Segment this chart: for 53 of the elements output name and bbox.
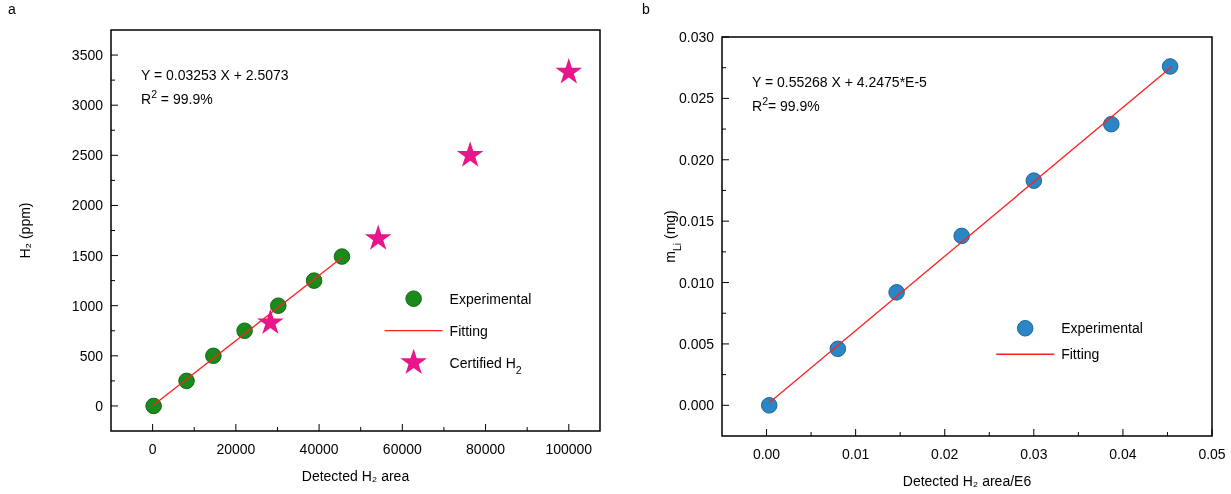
y-tick-label: 0 [95, 397, 104, 414]
point [178, 372, 195, 390]
point [1103, 115, 1120, 133]
legend-label: Fitting [1061, 346, 1100, 363]
point [257, 308, 284, 335]
y-tick-label: 1500 [71, 247, 104, 264]
point [555, 58, 583, 84]
x-tick-label: 60000 [382, 441, 422, 457]
x-axis-title: Detected H₂ area/E6 [902, 473, 1032, 489]
annotation: R$^{2}$= 99.9% [752, 95, 820, 114]
chart-title: a [8, 1, 16, 17]
y-tick-label: 0.000 [678, 397, 715, 414]
annotation: R$^{2}$ = 99.9% [141, 88, 213, 107]
x-tick-label: 40000 [299, 441, 339, 457]
point [145, 397, 162, 415]
y-tick-label: 3500 [71, 47, 104, 64]
x-tick-label: 0.00 [752, 446, 781, 462]
point [456, 141, 484, 167]
annotation: Y = 0.55268 X + 4.2475*E-5 [752, 74, 928, 90]
chart-title: b [642, 1, 650, 17]
y-tick-label: 0.015 [678, 213, 715, 230]
y-tick-label: 0.010 [678, 274, 715, 291]
x-tick-label: 20000 [216, 441, 256, 457]
legend-label: Experimental [449, 290, 532, 307]
point [760, 397, 778, 414]
y-tick-label: 2000 [71, 197, 104, 214]
legend-label: Experimental [1061, 320, 1143, 337]
x-axis-title: Detected H₂ area [301, 468, 410, 484]
legend-label: Fitting [449, 322, 488, 339]
point [1161, 58, 1179, 75]
y-tick-label: 1000 [71, 297, 104, 314]
x-tick-label: 80000 [466, 441, 506, 457]
point [333, 248, 351, 265]
x-tick-label: 0 [148, 441, 157, 457]
x-tick-label: 100000 [545, 441, 593, 457]
y-tick-label: 0.005 [678, 335, 715, 352]
x-tick-label: 0.04 [1109, 446, 1137, 462]
y-tick-label: 500 [79, 347, 104, 364]
point [364, 224, 392, 250]
x-tick-label: 0.02 [931, 446, 959, 462]
point [829, 340, 847, 358]
y-tick-label: 0.020 [678, 151, 715, 168]
x-tick-label: 0.03 [1020, 446, 1048, 462]
y-axis-title: H₂ (ppm) [17, 202, 33, 259]
y-tick-label: 0.030 [678, 29, 715, 45]
x-tick-label: 0.01 [842, 446, 870, 462]
annotation: Y = 0.03253 X + 2.5073 [141, 67, 289, 83]
y-tick-label: 2500 [71, 147, 104, 164]
point [953, 227, 970, 245]
legend-label: Certified H$_{2}$ [449, 354, 522, 376]
y-tick-label: 3000 [71, 97, 104, 114]
y-tick-label: 0.025 [678, 90, 715, 107]
x-tick-label: 0.05 [1198, 446, 1226, 462]
